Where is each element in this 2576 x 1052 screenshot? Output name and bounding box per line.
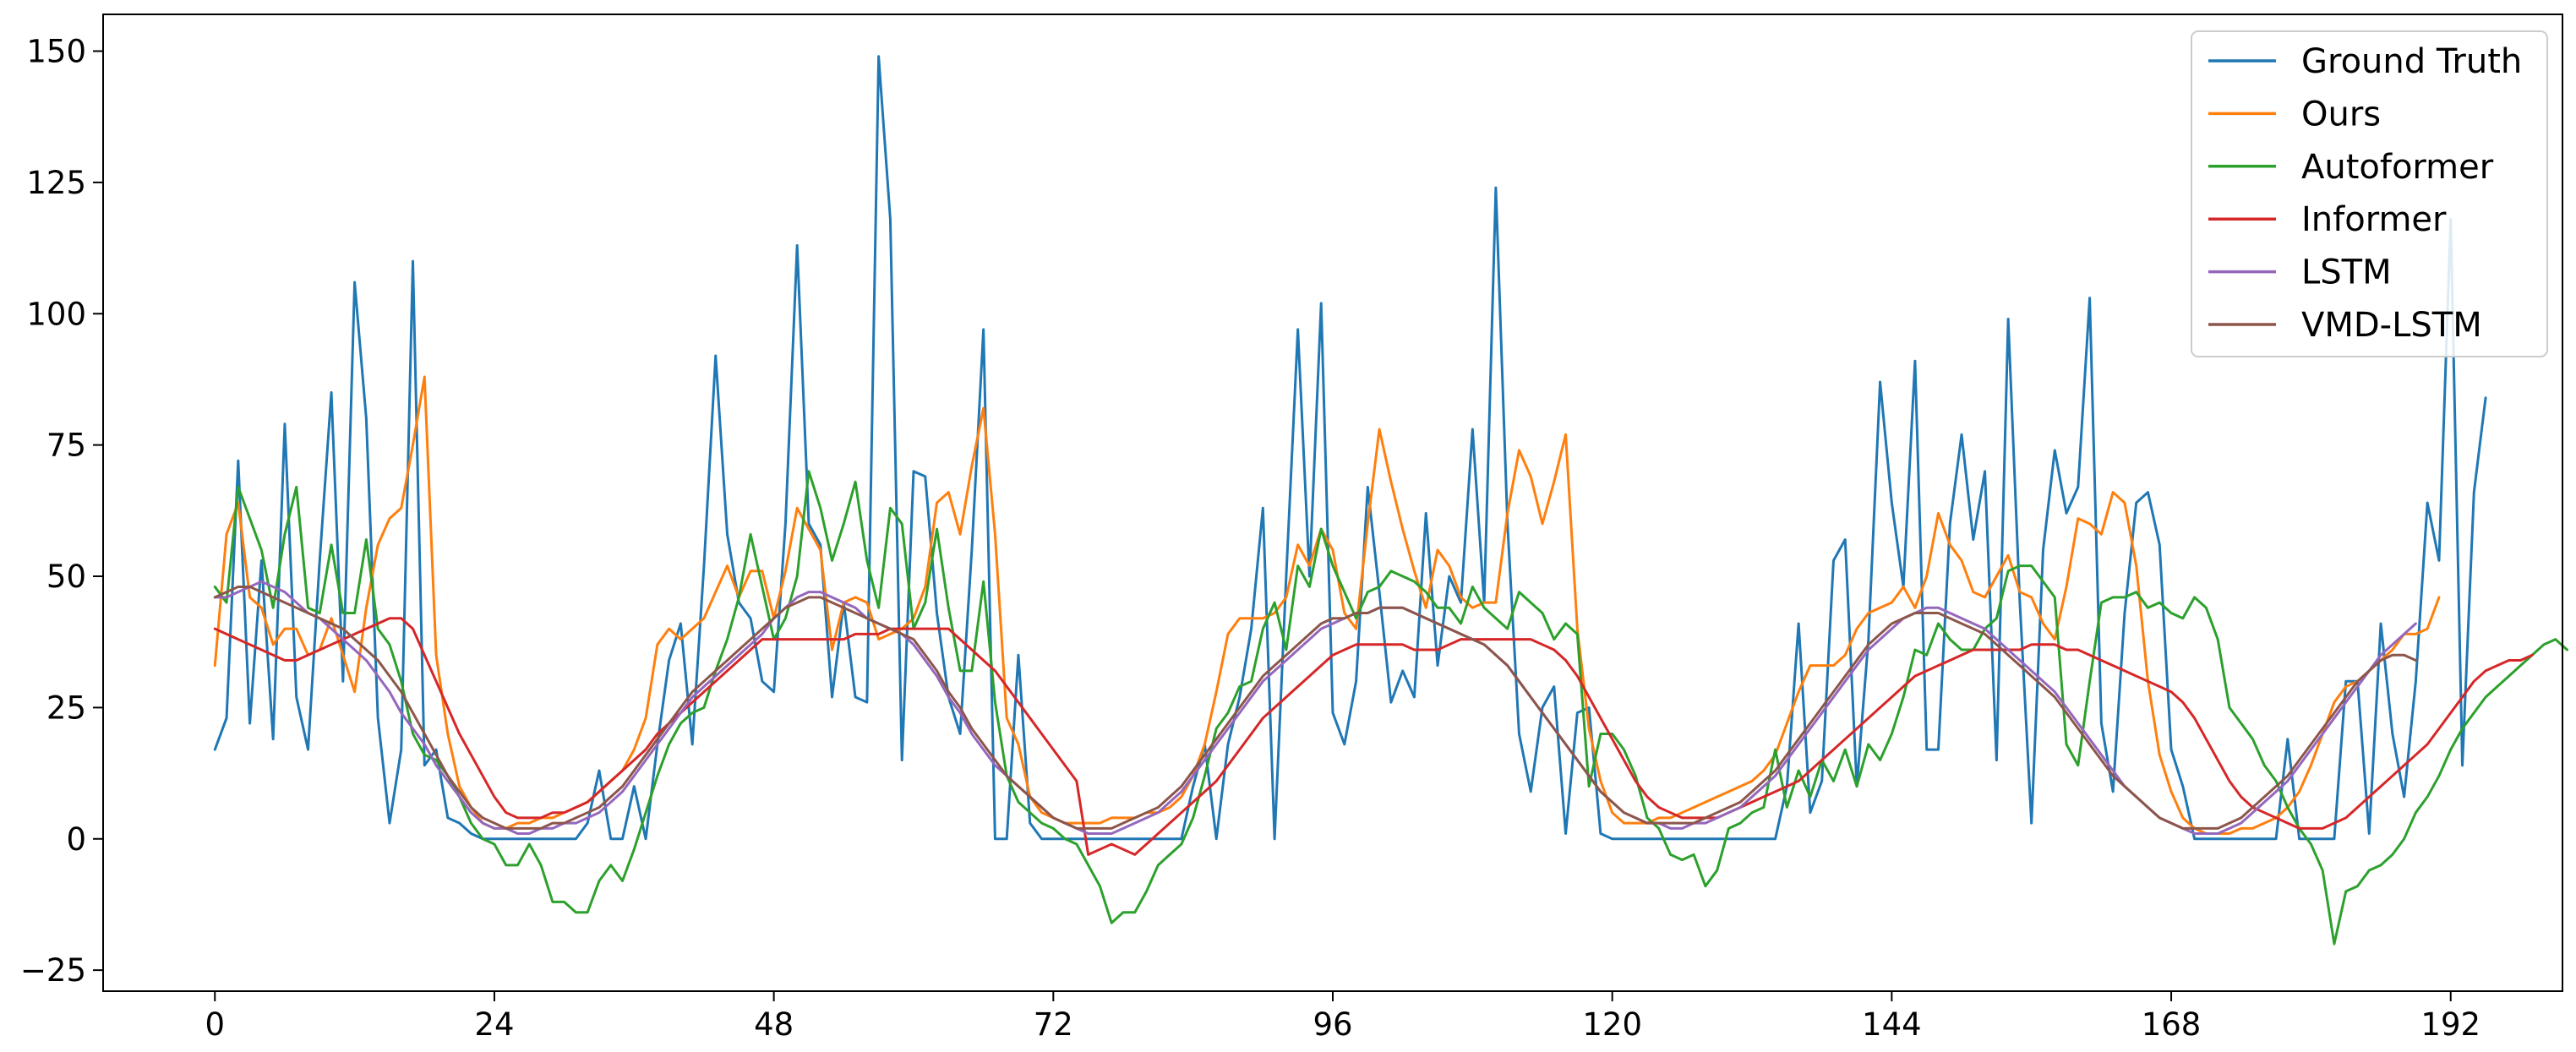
y-tick-label: 125: [26, 165, 86, 201]
y-axis-ticks: −25 0 25 50 75 100 125 150: [20, 34, 103, 989]
series-line-informer: [213, 617, 2534, 856]
y-tick-label: 100: [26, 296, 86, 332]
x-tick-label: 72: [1034, 1006, 1073, 1043]
series-line-autoformer: [213, 470, 2569, 946]
x-tick-label: 192: [2420, 1006, 2480, 1043]
legend-label-vmd-lstm: VMD-LSTM: [2301, 306, 2482, 345]
y-tick-label: 50: [46, 559, 86, 595]
x-tick-label: 48: [754, 1006, 794, 1043]
y-tick-label: 75: [46, 428, 86, 464]
series-layer: [213, 55, 2569, 946]
legend-label-autoformer: Autoformer: [2301, 148, 2494, 187]
x-tick-label: 144: [1862, 1006, 1922, 1043]
x-tick-label: 0: [205, 1006, 225, 1043]
legend-box: [2191, 30, 2548, 357]
x-tick-label: 168: [2142, 1006, 2202, 1043]
x-axis-ticks: 0 24 48 72 96 120 144 168 192: [205, 991, 2480, 1043]
y-tick-label: 0: [66, 821, 86, 858]
legend-label-ground-truth: Ground Truth: [2301, 42, 2522, 81]
x-tick-label: 24: [474, 1006, 514, 1043]
series-line-lstm: [213, 580, 2417, 836]
legend: Ground Truth Ours Autoformer Informer LSTM VM…: [2191, 30, 2548, 357]
x-tick-label: 120: [1582, 1006, 1642, 1043]
legend-label-informer: Informer: [2301, 200, 2447, 239]
y-tick-label: 25: [46, 690, 86, 726]
legend-label-lstm: LSTM: [2301, 253, 2392, 292]
y-tick-label: −25: [20, 952, 86, 989]
x-tick-label: 96: [1313, 1006, 1352, 1043]
y-tick-label: 150: [26, 34, 86, 70]
legend-label-ours: Ours: [2301, 95, 2381, 134]
series-line-vmd-lstm: [213, 585, 2417, 830]
